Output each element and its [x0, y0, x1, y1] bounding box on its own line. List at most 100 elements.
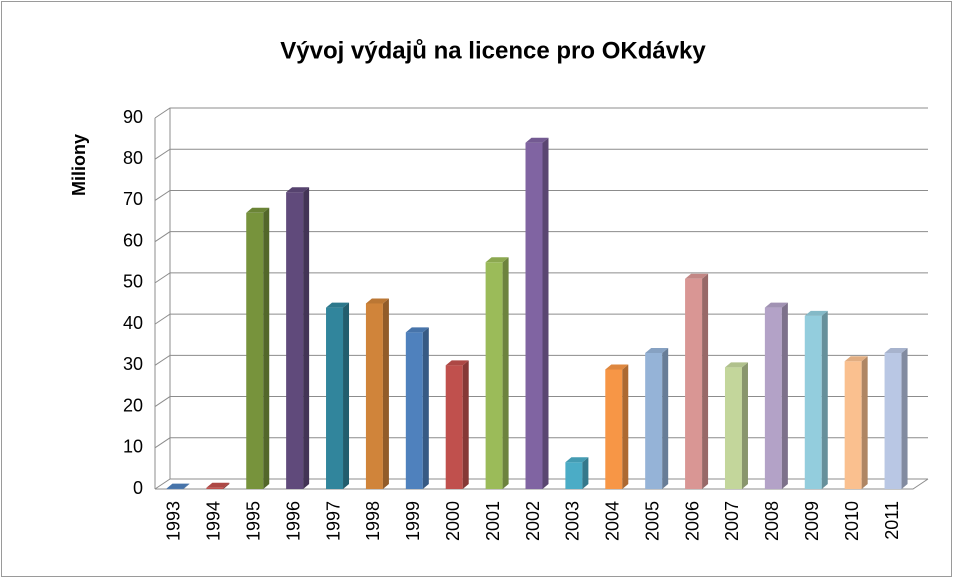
bar — [246, 207, 270, 490]
x-tick-label: 2000 — [443, 501, 463, 541]
bar-face — [884, 352, 902, 489]
bar-face — [685, 278, 703, 489]
bar-face — [542, 137, 549, 489]
bar-face — [804, 315, 822, 489]
bar-face — [781, 302, 788, 489]
x-tick-label: 2007 — [722, 501, 742, 541]
x-tick-label: 1998 — [363, 501, 383, 541]
bar-face — [303, 187, 310, 489]
x-tick-label: 2002 — [523, 501, 543, 541]
bar-face — [605, 369, 623, 489]
y-tick-label: 90 — [123, 107, 143, 127]
x-tick-label: 1994 — [204, 501, 224, 541]
bar-face — [166, 483, 190, 489]
bar — [286, 187, 310, 489]
x-tick-label: 2011 — [882, 501, 902, 540]
bar — [565, 457, 589, 489]
bar — [724, 362, 748, 489]
bar-face — [622, 364, 629, 489]
bar-face — [525, 137, 549, 143]
bar-face — [246, 212, 264, 490]
bar-face — [565, 462, 583, 489]
bar-face — [741, 362, 748, 489]
x-tick-label: 2008 — [762, 501, 782, 541]
bar-face — [582, 457, 589, 489]
x-tick-label: 1999 — [403, 501, 423, 541]
bar-face — [502, 257, 509, 489]
x-tick-label: 2003 — [563, 501, 583, 541]
x-tick-label: 1995 — [243, 501, 263, 541]
bar-face — [326, 307, 344, 489]
bar-face — [405, 327, 429, 333]
bar-face — [821, 310, 828, 489]
y-tick-label: 70 — [123, 189, 143, 209]
x-tick-label: 2004 — [603, 501, 623, 541]
x-tick-label: 2006 — [682, 501, 702, 541]
bar — [365, 298, 389, 489]
y-tick-label: 60 — [123, 230, 143, 250]
x-tick-label: 2001 — [483, 501, 503, 541]
x-tick-label: 2005 — [642, 501, 662, 541]
bar-face — [525, 142, 543, 489]
x-tick-label: 1996 — [283, 501, 303, 541]
bar-face — [645, 352, 663, 489]
bar — [645, 347, 669, 489]
y-tick-label: 0 — [133, 478, 143, 498]
bar — [605, 364, 629, 489]
y-tick-label: 80 — [123, 148, 143, 168]
bar-face — [206, 487, 224, 489]
bar-face — [445, 365, 463, 489]
x-tick-label: 1993 — [164, 501, 184, 541]
x-tick-label: 2010 — [842, 501, 862, 541]
y-tick-label: 10 — [123, 437, 143, 457]
bar-face — [365, 303, 383, 489]
bar — [685, 273, 709, 489]
bar — [166, 483, 190, 490]
bar-face — [764, 302, 788, 308]
bar-face — [485, 257, 509, 263]
bar-face — [861, 356, 868, 489]
bar-face — [662, 347, 669, 489]
bar — [525, 137, 549, 489]
bar-face — [565, 457, 589, 463]
y-tick-label: 50 — [123, 272, 143, 292]
bar-face — [804, 310, 828, 316]
bar-face — [246, 207, 270, 213]
y-tick-label: 30 — [123, 354, 143, 374]
chart-title: Vývoj výdajů na licence pro OKdávky — [280, 37, 706, 64]
bar-face — [764, 307, 782, 489]
bar-face — [485, 262, 503, 489]
bar-face — [343, 302, 350, 489]
bar — [445, 360, 469, 489]
bar — [844, 356, 868, 489]
bar-face — [422, 327, 429, 489]
bar-face — [286, 192, 304, 489]
bar-face — [645, 347, 669, 353]
bar-face — [685, 273, 709, 279]
y-axis-label: Miliony — [69, 134, 89, 196]
bar-face — [183, 483, 190, 489]
bar-face — [286, 187, 310, 193]
bar-face — [844, 356, 868, 362]
bar-face — [724, 362, 748, 368]
x-tick-label: 2009 — [802, 501, 822, 541]
bar-face — [445, 360, 469, 366]
bar — [804, 310, 828, 489]
bar-face — [901, 347, 908, 489]
y-tick-label: 40 — [123, 313, 143, 333]
bar-face — [405, 332, 423, 489]
bar-face — [844, 361, 862, 489]
bar-face — [326, 302, 350, 308]
bar-face — [166, 488, 184, 490]
bar-face — [884, 347, 908, 353]
bar-face — [382, 298, 389, 489]
bar — [326, 302, 350, 489]
bar-face — [206, 482, 230, 488]
bar-face — [702, 273, 709, 489]
bar-face — [223, 482, 230, 489]
bar-face — [462, 360, 469, 489]
bar — [884, 347, 908, 489]
bar-face — [605, 364, 629, 370]
